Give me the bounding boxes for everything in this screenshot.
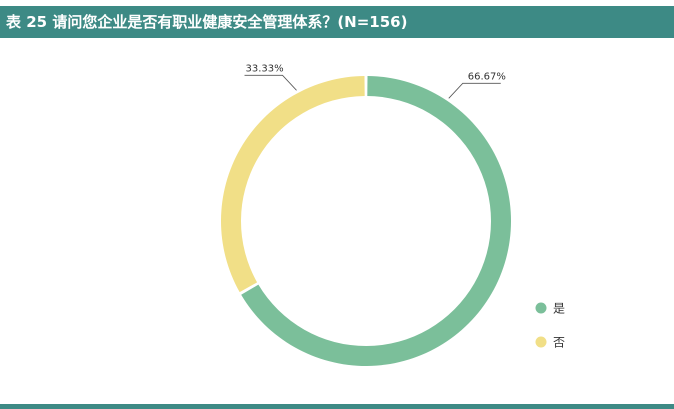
donut-slice-no — [221, 76, 365, 293]
chart-header-bar: 表 25 请问您企业是否有职业健康安全管理体系？(N=156) — [0, 6, 674, 38]
data-label-no: 33.33% — [246, 63, 284, 74]
legend-label-yes: 是 — [553, 302, 565, 316]
legend-marker-yes — [535, 302, 547, 314]
leader-line-yes — [448, 82, 501, 99]
legend-marker-no — [535, 336, 547, 348]
data-label-yes: 66.67% — [468, 71, 506, 82]
chart-legend: 是否 — [535, 302, 565, 350]
leader-lines — [244, 74, 501, 99]
donut-chart: 66.67%33.33% 是否 — [221, 63, 565, 367]
legend-label-no: 否 — [553, 336, 565, 350]
chart-area: 66.67% 33.33% 是否 — [0, 38, 674, 402]
donut-slices — [221, 76, 512, 367]
chart-footer-bar — [0, 404, 674, 409]
leader-line-no — [244, 74, 297, 91]
data-labels: 66.67% 33.33% — [246, 63, 506, 82]
chart-title: 表 25 请问您企业是否有职业健康安全管理体系？(N=156) — [6, 13, 408, 31]
